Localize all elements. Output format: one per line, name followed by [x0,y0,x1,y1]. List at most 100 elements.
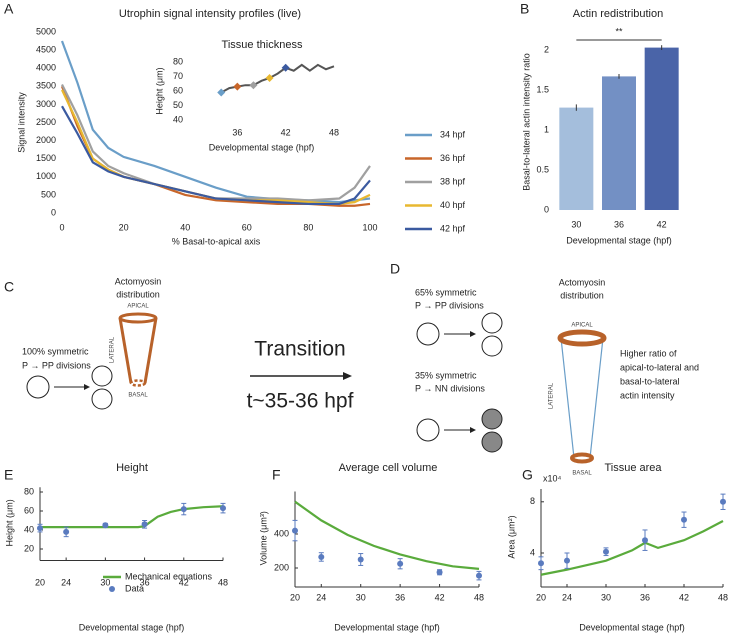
data-point [564,557,570,564]
division-text: 65% symmetric [415,287,477,297]
legend-label: 36 hpf [440,153,466,163]
basal-label: BASAL [572,471,592,477]
legend-label: 34 hpf [440,129,466,139]
cell [481,335,503,357]
x-tick-label: 30 [356,592,366,602]
x-tick-label: 20 [290,592,300,602]
x-tick-label: 48 [718,592,728,602]
y-tick-label: 5000 [36,26,56,36]
x-tick-label: 20 [119,222,129,232]
marker [233,82,242,91]
x-axis-label: Developmental stage (hpf) [579,622,685,632]
arrow-head [470,331,476,337]
x-tick-label: 42 [281,127,291,137]
chart-title: Utrophin signal intensity profiles (live… [119,8,301,20]
x-tick-label: 48 [474,592,484,602]
y-tick-label: 60 [173,85,183,95]
basal-label: BASAL [128,393,148,399]
y-tick-label: 2500 [36,117,56,127]
cell [481,408,503,430]
x-tick-label: 20 [536,592,546,602]
arrow-head [470,427,476,433]
y-axis-label: Area (μm²) [506,515,516,558]
cup-side [118,317,133,384]
legend-swatch [109,586,115,592]
y-axis-label: Signal intensity [16,92,26,153]
data-point [642,537,648,544]
data-point [603,548,609,555]
lateral-label: LATERAL [110,336,116,363]
data-point [436,569,443,576]
apical-label: APICAL [571,323,593,329]
series-line [61,105,371,206]
note: apical-to-lateral and [620,362,699,372]
x-tick-label: 30 [100,577,110,587]
y-tick-label: 400 [274,528,289,538]
x-tick-label: 48 [218,577,228,587]
chart-title: Height [116,462,148,474]
panel-label: B [520,1,529,17]
data-point [63,528,70,535]
legend-label: Mechanical equations [125,571,213,581]
x-tick-label: 36 [395,592,405,602]
data-point [292,527,298,534]
panel-label: A [4,1,14,17]
y-axis-label: Volume (μm³) [258,511,268,565]
bar [602,76,636,211]
x-axis-label: Developmental stage (hpf) [79,622,185,632]
y-tick-label: 2000 [36,135,56,145]
y-multiplier: x10⁴ [543,473,562,483]
x-tick-label: 36 [140,577,150,587]
y-tick-label: 4 [530,547,535,557]
x-tick-label: 24 [61,577,71,587]
cell [26,375,50,399]
data-point [318,553,325,560]
data-point [476,572,482,579]
cup-top [118,312,158,324]
x-tick-label: 42 [179,577,189,587]
y-tick-label: 4000 [36,63,56,73]
series-line [60,40,371,204]
marker [217,88,226,97]
cell [91,388,113,410]
division-text: P → PP divisions [415,300,484,310]
x-tick-label: 42 [679,592,689,602]
chart-title: Tissue area [604,462,662,474]
x-tick-label: 30 [571,219,581,229]
y-axis-label: Basal-to-lateral actin intensity ratio [521,53,531,191]
chart-title: Tissue thickness [222,39,303,51]
x-axis-label: % Basal-to-apical axis [172,236,261,246]
x-tick-label: 80 [303,222,313,232]
arrow-head [343,372,352,380]
cell [481,312,503,334]
arrow-head [84,384,90,390]
y-tick-label: 20 [24,543,34,553]
y-tick-label: 8 [530,496,535,506]
y-tick-label: 70 [173,71,183,81]
cup-bottom [129,379,147,387]
y-tick-label: 80 [173,56,183,66]
cup-title: Actomyosin [115,276,162,286]
chart-title: Average cell volume [339,462,438,474]
y-tick-label: 60 [24,505,34,515]
x-axis-label: Developmental stage (hpf) [334,622,440,632]
x-tick-label: 36 [640,592,650,602]
cell [416,418,440,442]
y-tick-label: 0.5 [536,164,549,174]
y-tick-label: 40 [24,524,34,534]
transition-time: t~35-36 hpf [247,390,354,413]
data-point [397,560,404,567]
division-text: 35% symmetric [415,370,477,380]
x-tick-label: 24 [316,592,326,602]
cup-bottom [570,452,594,464]
y-tick-label: 50 [173,100,183,110]
panel-label: C [4,279,14,295]
data-point [37,525,43,532]
x-tick-label: 30 [601,592,611,602]
significance-label: ** [615,26,623,36]
data-point [357,556,364,563]
x-tick-label: 36 [614,219,624,229]
x-tick-label: 20 [35,577,45,587]
marker [281,63,290,72]
